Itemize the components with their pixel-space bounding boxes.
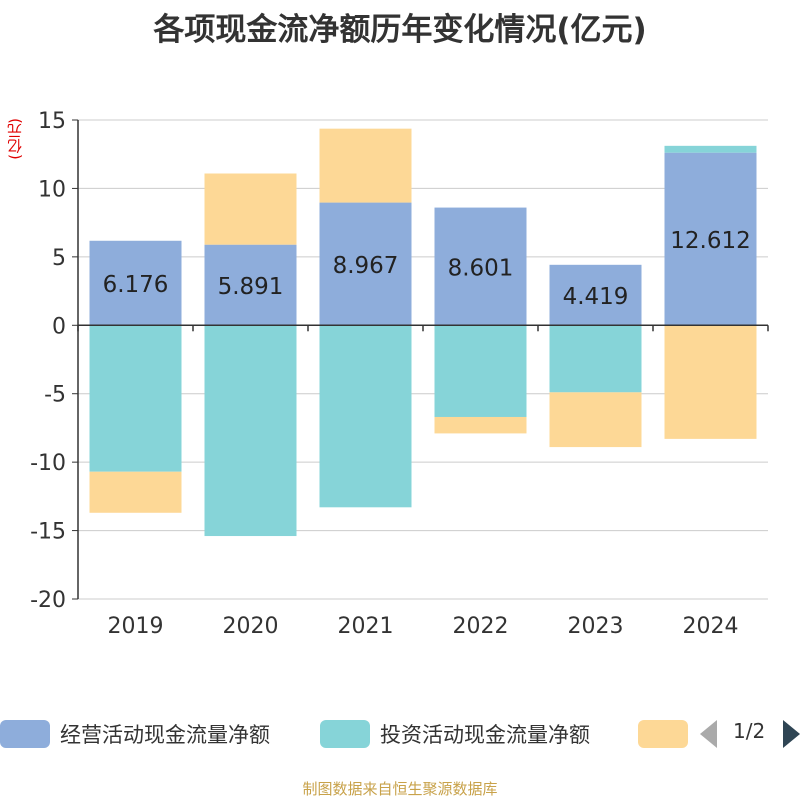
data-label: 8.601 [448,255,514,281]
bar-1-2024 [664,145,757,153]
x-tick-label: 2019 [108,614,164,639]
legend-swatch-investing [320,720,370,748]
bar-2-2022 [434,416,527,434]
bar-1-2019 [89,325,182,472]
chart-area: 15 10 5 0 -5 -10 -15 -20 2019 2020 2021 2022 2023 202… [30,109,769,639]
bar-1-2022 [434,325,527,417]
x-tick-label: 2020 [223,614,279,639]
bar-2-2020 [204,173,297,245]
bar-0-2020 [204,244,297,326]
bar-1-2023 [549,325,642,393]
bar-0-2023 [549,264,642,326]
y-tick-label: -10 [30,451,66,476]
data-label: 8.967 [333,253,399,279]
x-tick-label: 2023 [568,614,624,639]
bar-1-2020 [204,325,297,537]
y-tick-label: -20 [30,588,66,613]
data-label: 6.176 [103,272,169,298]
y-tick-label: 15 [38,109,66,134]
x-tick-label: 2024 [683,614,739,639]
legend-item-financing[interactable] [638,716,688,752]
y-tick-label: -5 [44,383,66,408]
x-tick-label: 2022 [453,614,509,639]
legend-next-page-icon[interactable] [783,720,800,748]
x-tick-label: 2021 [338,614,394,639]
y-tick-label: -15 [30,520,66,545]
bar-0-2021 [319,202,412,326]
y-tick-label: 10 [38,177,66,202]
bar-2-2019 [89,471,182,513]
bar-0-2019 [89,240,182,326]
bar-0-2024 [664,152,757,326]
bar-2-2024 [664,325,757,439]
chart-title: 各项现金流净额历年变化情况(亿元) [153,12,647,48]
data-label: 4.419 [563,284,629,310]
legend-item-operating[interactable]: 经营活动现金流量净额 [0,716,270,752]
legend-page-indicator: 1/2 [733,719,766,743]
legend-swatch-operating [0,720,50,748]
legend-item-investing[interactable]: 投资活动现金流量净额 [320,716,590,752]
legend-swatch-financing [638,720,688,748]
y-tick-label: 5 [52,246,66,271]
bar-0-2022 [434,207,527,326]
bar-2-2021 [319,128,412,203]
bar-2-2023 [549,392,642,448]
bar-1-2021 [319,325,412,508]
legend-label-operating: 经营活动现金流量净额 [60,723,270,747]
data-label: 5.891 [218,274,284,300]
data-label: 12.612 [670,228,750,254]
y-tick-label: 0 [52,314,66,339]
data-source-note: 制图数据来自恒生聚源数据库 [302,780,498,798]
legend-label-investing: 投资活动现金流量净额 [380,723,590,747]
legend: 经营活动现金流量净额 投资活动现金流量净额 1/2 [0,716,800,752]
legend-prev-page-icon[interactable] [700,720,717,748]
